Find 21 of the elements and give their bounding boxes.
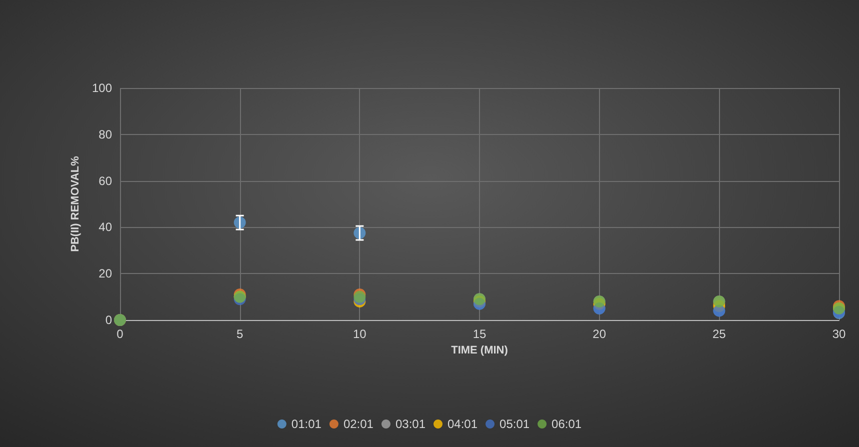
y-tick-label: 20 xyxy=(98,266,112,281)
legend-label: 04:01 xyxy=(448,417,478,431)
legend-label: 02:01 xyxy=(343,417,374,431)
legend-label: 01:01 xyxy=(291,417,322,431)
legend-label: 06:01 xyxy=(552,417,582,431)
y-tick-label: 80 xyxy=(98,127,112,142)
y-axis-title: PB(II) REMOVAL% xyxy=(70,156,82,252)
x-tick-label: 5 xyxy=(236,327,244,341)
legend-label: 05:01 xyxy=(500,417,530,431)
y-tick-label: 40 xyxy=(98,220,112,234)
x-tick-label: 30 xyxy=(832,327,846,341)
legend-label: 03:01 xyxy=(395,417,426,431)
x-tick-label: 10 xyxy=(352,327,367,341)
y-tick-label: 60 xyxy=(98,174,112,188)
y-tick-label: 0 xyxy=(105,313,112,327)
y-tick-label: 100 xyxy=(92,81,112,95)
x-axis-title: TIME (MIN) xyxy=(451,344,508,356)
x-tick-label: 20 xyxy=(592,327,606,341)
x-tick-label: 0 xyxy=(116,327,124,341)
x-tick-label: 15 xyxy=(472,327,486,341)
x-tick-label: 25 xyxy=(712,327,726,341)
